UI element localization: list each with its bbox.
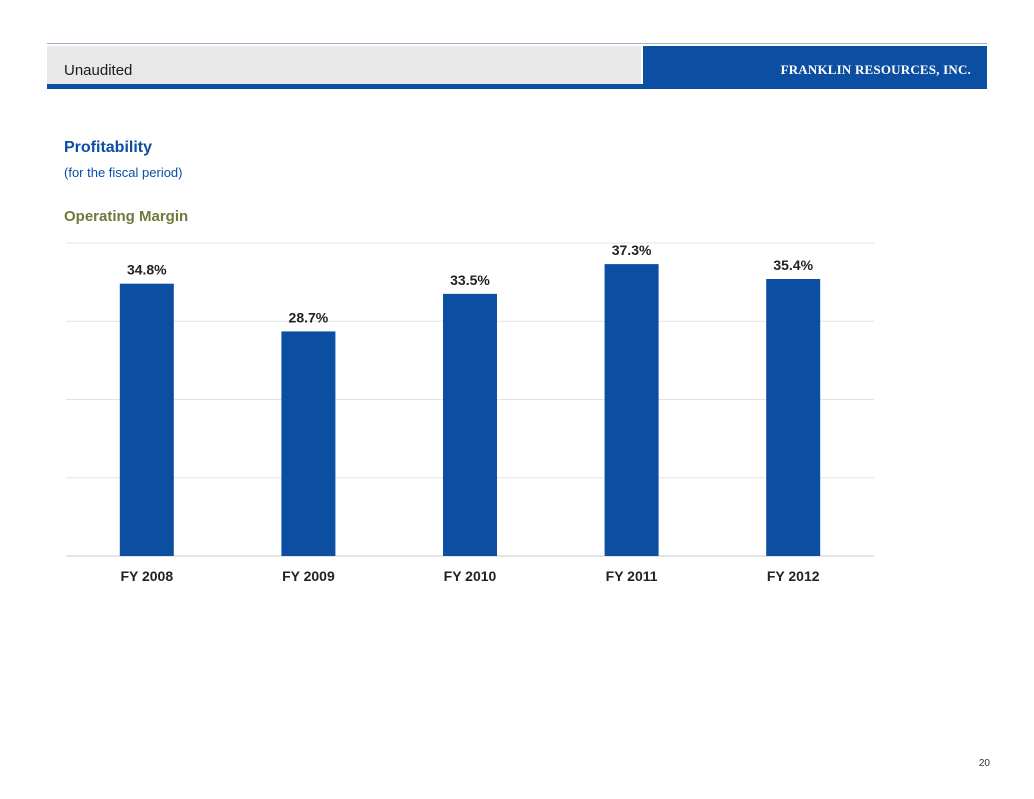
x-tick-label: FY 2010 bbox=[444, 568, 497, 584]
x-tick-label: FY 2008 bbox=[120, 568, 173, 584]
data-label: 37.3% bbox=[612, 242, 652, 258]
bar bbox=[119, 283, 174, 556]
x-tick-label: FY 2009 bbox=[282, 568, 335, 584]
data-label: 33.5% bbox=[450, 272, 490, 288]
page-subtitle: (for the fiscal period) bbox=[64, 165, 183, 180]
chart-title: Operating Margin bbox=[64, 208, 189, 225]
data-label: 35.4% bbox=[773, 257, 813, 273]
header-bottom-bar bbox=[47, 84, 987, 89]
header-top-rule bbox=[47, 43, 987, 44]
company-name: FRANKLIN RESOURCES, INC. bbox=[780, 62, 971, 77]
page-number: 20 bbox=[978, 758, 990, 769]
header-right-panel: FRANKLIN RESOURCES, INC. bbox=[643, 46, 987, 84]
bar bbox=[443, 293, 497, 556]
header-left-panel: Unaudited bbox=[47, 46, 641, 84]
bar bbox=[281, 331, 336, 556]
bar bbox=[604, 264, 659, 556]
page-title: Profitability bbox=[64, 139, 153, 156]
unaudited-label: Unaudited bbox=[64, 62, 133, 79]
bar bbox=[766, 278, 821, 556]
x-tick-label: FY 2011 bbox=[606, 568, 658, 584]
data-label: 28.7% bbox=[289, 309, 329, 325]
data-label: 34.8% bbox=[127, 262, 167, 278]
x-tick-label: FY 2012 bbox=[767, 568, 820, 584]
